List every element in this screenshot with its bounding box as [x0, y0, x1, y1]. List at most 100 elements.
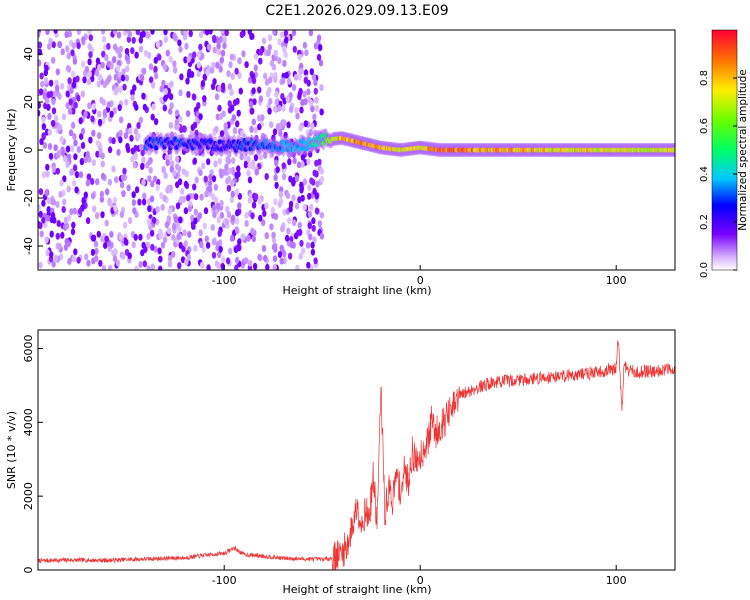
x-tick-label: 0: [417, 274, 424, 287]
noise-blob: [109, 110, 114, 118]
noise-blob: [168, 107, 173, 115]
noise-blob: [230, 166, 236, 174]
noise-blob: [273, 75, 278, 83]
noise-blob: [257, 197, 262, 205]
noise-blob: [186, 71, 192, 79]
noise-blob: [55, 232, 60, 240]
noise-blob: [138, 45, 144, 53]
noise-blob: [117, 104, 122, 112]
noise-blob: [194, 176, 199, 184]
noise-blob: [56, 149, 62, 157]
noise-blob: [133, 153, 138, 160]
noise-blob: [236, 244, 242, 252]
noise-blob: [205, 241, 211, 249]
noise-blob: [192, 183, 197, 191]
noise-blob: [99, 195, 105, 203]
noise-blob: [193, 193, 199, 201]
noise-blob: [180, 256, 186, 264]
noise-blob: [179, 196, 184, 203]
noise-blob: [70, 49, 75, 57]
noise-blob: [48, 152, 54, 160]
noise-blob: [285, 95, 290, 103]
noise-blob: [281, 77, 286, 85]
noise-blob: [221, 256, 226, 264]
noise-blob: [51, 98, 56, 106]
noise-blob: [247, 196, 252, 204]
noise-blob: [61, 206, 66, 213]
noise-blob: [303, 76, 308, 84]
noise-blob: [247, 162, 252, 170]
noise-blob: [206, 264, 211, 270]
noise-blob: [288, 205, 293, 213]
noise-blob: [169, 80, 174, 88]
noise-blob: [248, 101, 254, 108]
noise-blob: [216, 85, 222, 93]
noise-blob: [251, 235, 256, 243]
noise-blob: [67, 77, 72, 85]
noise-blob: [216, 202, 221, 210]
noise-blob: [96, 230, 102, 238]
noise-blob: [140, 249, 145, 257]
noise-blob: [300, 160, 305, 168]
noise-blob: [319, 211, 325, 219]
noise-blob: [78, 207, 83, 215]
noise-blob: [53, 30, 58, 34]
noise-blob: [135, 30, 140, 36]
noise-blob: [122, 221, 128, 229]
noise-blob: [228, 61, 233, 69]
noise-blob: [298, 228, 303, 236]
noise-blob: [118, 129, 123, 137]
noise-blob: [129, 134, 134, 142]
noise-blob: [285, 192, 291, 200]
noise-blob: [307, 184, 312, 192]
noise-blob: [217, 157, 222, 165]
noise-blob: [319, 167, 324, 175]
noise-blob: [133, 127, 139, 135]
noise-blob: [176, 233, 181, 241]
noise-blob: [57, 41, 63, 49]
noise-blob: [225, 177, 230, 185]
noise-blob: [234, 188, 240, 196]
noise-blob: [67, 258, 72, 265]
noise-blob: [124, 98, 129, 106]
x-tick-label: 0: [417, 574, 424, 587]
noise-blob: [134, 186, 140, 194]
noise-blob: [269, 59, 275, 67]
colorbar-tick-label: 0.4: [699, 166, 710, 182]
noise-blob: [142, 67, 147, 75]
noise-blob: [104, 235, 110, 243]
noise-blob: [112, 30, 118, 35]
noise-blob: [261, 37, 267, 45]
noise-blob: [152, 216, 157, 224]
noise-blob: [66, 214, 72, 222]
noise-blob: [302, 90, 307, 98]
noise-blob: [289, 241, 295, 249]
noise-blob: [112, 255, 118, 263]
noise-blob: [122, 83, 127, 91]
noise-blob: [179, 73, 184, 81]
noise-blob: [169, 102, 174, 110]
noise-blob: [207, 179, 213, 187]
noise-blob: [51, 56, 56, 64]
noise-blob: [171, 234, 176, 241]
noise-blob: [56, 220, 61, 227]
noise-blob: [243, 161, 249, 169]
noise-blob: [132, 84, 137, 92]
y-tick-label: -40: [22, 237, 35, 255]
noise-blob: [179, 187, 185, 195]
noise-blob: [234, 217, 240, 225]
noise-blob: [222, 36, 227, 44]
noise-blob: [270, 206, 275, 214]
noise-blob: [146, 32, 151, 39]
noise-blob: [239, 31, 245, 39]
noise-blob: [95, 150, 100, 158]
noise-blob: [215, 61, 220, 69]
noise-blob: [198, 43, 203, 51]
noise-blob: [131, 36, 136, 44]
noise-blob: [297, 221, 302, 229]
noise-blob: [227, 167, 232, 175]
noise-blob: [70, 145, 75, 153]
noise-blob: [51, 260, 56, 268]
noise-blob: [124, 47, 130, 55]
noise-blob: [68, 129, 74, 137]
